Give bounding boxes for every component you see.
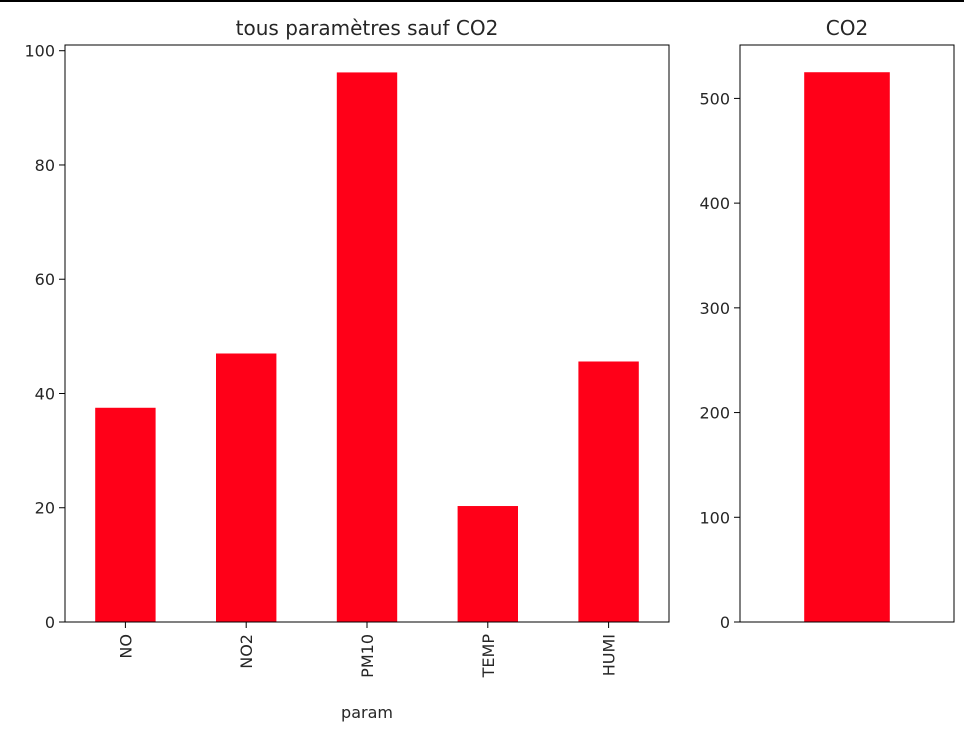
y-tick-label: 100 (699, 508, 730, 527)
bar-no (95, 407, 156, 622)
y-tick-label: 100 (24, 42, 55, 61)
y-tick-label: 80 (35, 156, 55, 175)
chart-left: tous paramètres sauf CO2 0 20 40 60 80 100 NO… (24, 16, 670, 722)
y-tick-label: 300 (699, 299, 730, 318)
y-tick-label: 0 (720, 613, 730, 632)
chart-left-xlabel: param (341, 703, 393, 722)
chart-right-frame (739, 44, 955, 623)
bar-temp (457, 506, 518, 622)
x-tick-label: NO (116, 634, 135, 659)
chart-left-title: tous paramètres sauf CO2 (236, 16, 499, 40)
y-tick-label: 40 (35, 384, 55, 403)
y-tick-label: 200 (699, 404, 730, 423)
bar-co2 (804, 72, 890, 622)
chart-left-frame (64, 44, 670, 623)
x-tick-label: PM10 (358, 634, 377, 678)
x-tick-label: HUMI (600, 634, 619, 676)
x-tick-label: TEMP (479, 634, 498, 679)
x-tick-label: NO2 (237, 634, 256, 669)
y-tick-label: 0 (45, 613, 55, 632)
y-tick-label: 60 (35, 270, 55, 289)
y-tick-label: 400 (699, 194, 730, 213)
window-top-border (0, 0, 964, 2)
y-tick-label: 500 (699, 89, 730, 108)
bar-humi (578, 361, 639, 622)
y-tick-label: 20 (35, 499, 55, 518)
chart-right: CO2 0 100 200 300 400 500 (699, 16, 955, 632)
bar-no2 (216, 353, 277, 622)
chart-right-title: CO2 (826, 16, 868, 40)
bar-pm10 (336, 72, 398, 623)
